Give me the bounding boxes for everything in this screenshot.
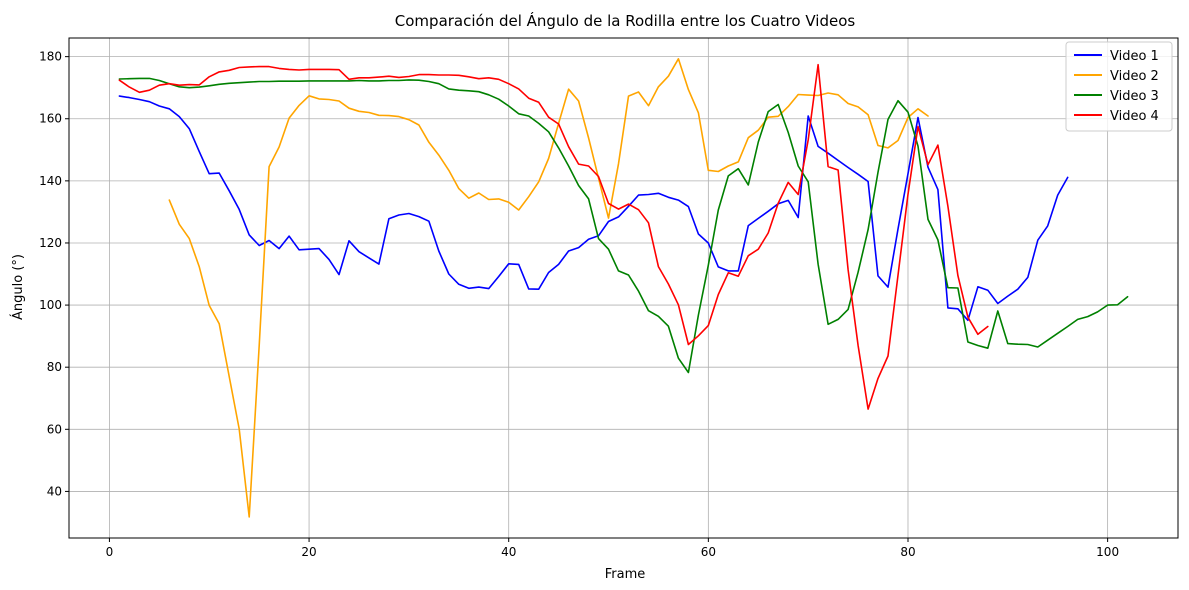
legend-label-video-3: Video 3 <box>1110 89 1159 104</box>
y-tick-label: 80 <box>47 360 62 374</box>
x-tick-label: 0 <box>106 545 114 559</box>
x-tick-label: 80 <box>900 545 915 559</box>
x-tick-label: 20 <box>301 545 316 559</box>
axis-ticks: 0 20 40 60 80 100 40 60 80 100 120 140 160 180 <box>39 50 1119 559</box>
y-tick-label: 140 <box>39 174 62 188</box>
y-tick-label: 100 <box>39 298 62 312</box>
y-tick-label: 60 <box>47 422 62 436</box>
legend-label-video-2: Video 2 <box>1110 69 1159 84</box>
series-line-video-2 <box>168 57 929 518</box>
series-line-video-4 <box>118 63 989 410</box>
series-line-video-3 <box>118 77 1129 374</box>
x-axis-label: Frame <box>605 567 646 582</box>
x-tick-label: 40 <box>501 545 516 559</box>
y-tick-label: 120 <box>39 236 62 250</box>
series-lines <box>118 57 1129 518</box>
legend: Video 1 Video 2 Video 3 Video 4 <box>1065 41 1173 132</box>
legend-label-video-4: Video 4 <box>1110 109 1159 124</box>
y-tick-label: 160 <box>39 112 62 126</box>
grid <box>69 38 1178 538</box>
legend-label-video-1: Video 1 <box>1110 49 1159 64</box>
y-tick-label: 180 <box>39 50 62 64</box>
legend-box <box>1065 41 1173 132</box>
y-tick-label: 40 <box>47 484 62 498</box>
plot-frame <box>68 37 1179 539</box>
series-line-video-1 <box>118 95 1069 322</box>
x-tick-label: 60 <box>701 545 716 559</box>
y-axis-label: Ángulo (°) <box>10 254 26 320</box>
chart-title: Comparación del Ángulo de la Rodilla ent… <box>395 11 856 30</box>
x-tick-label: 100 <box>1096 545 1119 559</box>
